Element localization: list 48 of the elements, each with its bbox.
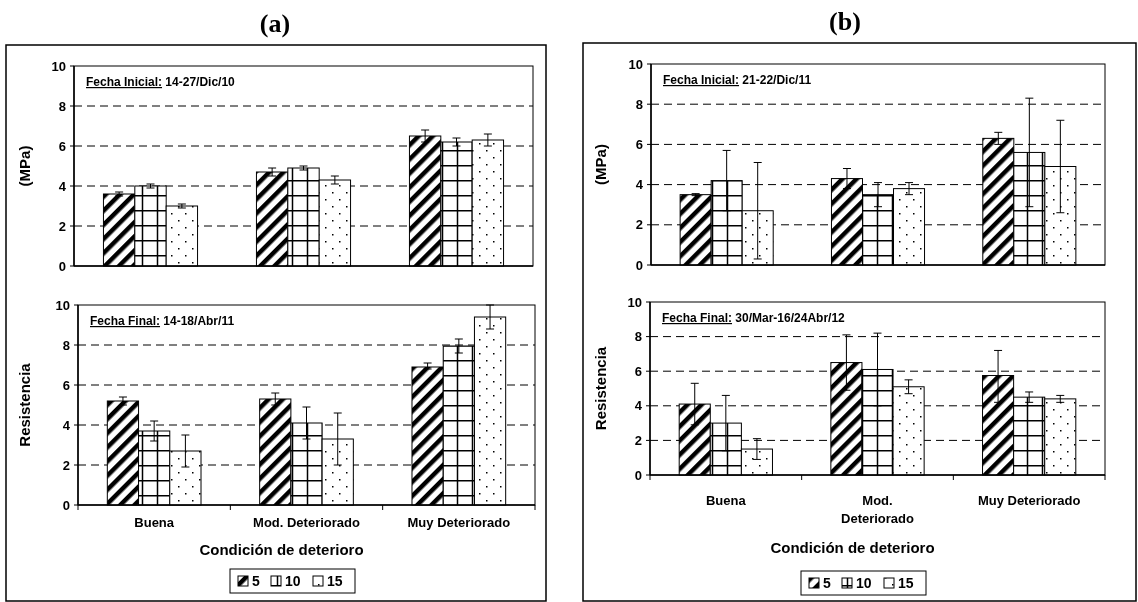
- x-tick-label: Buena: [705, 493, 747, 508]
- x-axis-title: Condición de deterioro: [770, 539, 935, 556]
- x-tick-label: Mod. Deteriorado: [253, 515, 360, 530]
- y-tick-label: 4: [634, 398, 643, 414]
- y-tick-label: 10: [55, 297, 70, 313]
- annotation: Fecha Final: 14-18/Abr/11: [90, 314, 235, 328]
- y-tick-label: 8: [62, 337, 70, 353]
- y-tick-label: 4: [62, 417, 71, 433]
- legend-label: 10: [856, 575, 872, 591]
- y-axis-title: Resistencia: [592, 346, 609, 431]
- y-tick-label: 6: [62, 377, 70, 393]
- legend-label: 15: [327, 573, 343, 589]
- y-tick-label: 0: [634, 467, 642, 483]
- legend-label: 5: [252, 573, 260, 589]
- y-tick-label: 10: [627, 294, 642, 310]
- x-axis-title: Condición de deterioro: [199, 541, 364, 558]
- x-tick-label: Buena: [134, 515, 175, 530]
- y-tick-label: 2: [634, 432, 642, 448]
- y-tick-label: 8: [58, 98, 66, 114]
- y-tick-label: 6: [634, 363, 642, 379]
- y-tick-label: 0: [62, 497, 70, 513]
- x-tick-label: Mod. Deteriorado: [841, 493, 915, 526]
- y-tick-label: 2: [58, 218, 66, 234]
- y-tick-label: 10: [51, 58, 66, 74]
- y-tick-label: 4: [58, 178, 67, 194]
- y-axis-title: (MPa): [592, 144, 609, 185]
- annotation: Fecha Final: 30/Mar-16/24Abr/12: [662, 311, 846, 325]
- y-tick-label: 6: [58, 138, 66, 154]
- y-tick-label: 6: [635, 136, 643, 152]
- y-tick-label: 8: [635, 96, 643, 112]
- y-tick-label: 0: [635, 257, 643, 273]
- y-axis-title: Resistencia: [16, 362, 33, 447]
- chart-title: (a): [259, 9, 291, 38]
- y-tick-label: 8: [634, 329, 642, 345]
- y-tick-label: 2: [635, 217, 643, 233]
- y-tick-label: 2: [62, 457, 70, 473]
- annotation: Fecha Inicial: 21-22/Dic/11: [663, 73, 812, 87]
- chart-title: (b): [829, 7, 861, 36]
- y-tick-label: 10: [628, 56, 643, 72]
- x-tick-label: Muy Deteriorado: [407, 515, 511, 530]
- annotation: Fecha Inicial: 14-27/Dic/10: [86, 75, 236, 89]
- x-tick-label: Muy Deteriorado: [977, 493, 1081, 508]
- y-tick-label: 4: [635, 177, 644, 193]
- legend-label: 5: [823, 575, 831, 591]
- y-axis-title: (MPa): [16, 145, 33, 187]
- legend-label: 10: [285, 573, 301, 589]
- y-tick-label: 0: [58, 258, 66, 274]
- legend-label: 15: [898, 575, 914, 591]
